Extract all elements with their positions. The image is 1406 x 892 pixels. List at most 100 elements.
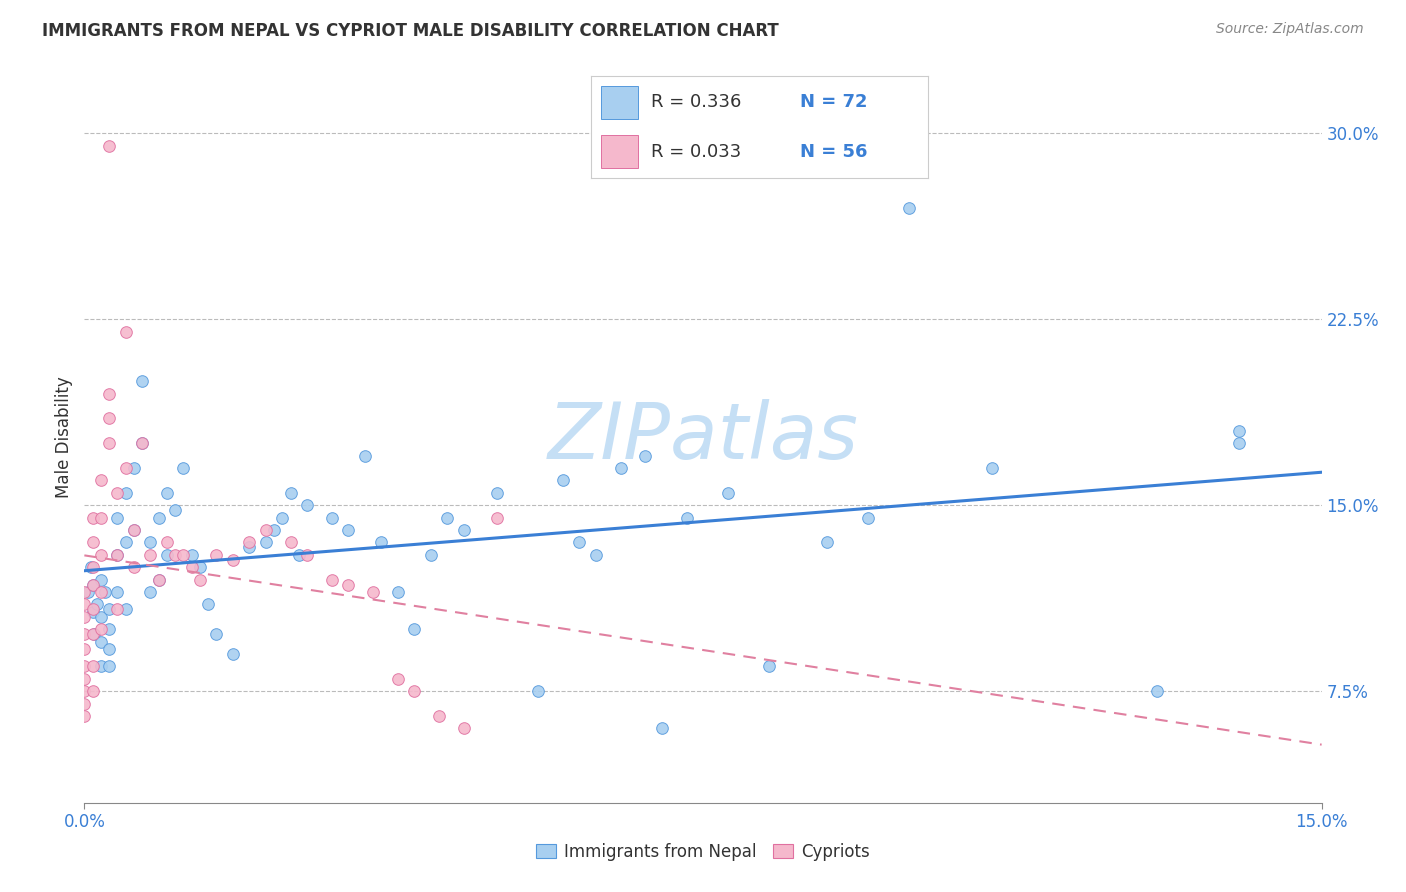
Point xyxy=(94,585,117,599)
Point xyxy=(90,510,112,524)
Point xyxy=(485,510,508,524)
Point xyxy=(280,486,302,500)
Point xyxy=(114,486,136,500)
Point xyxy=(82,510,104,524)
Point xyxy=(82,560,104,574)
Point xyxy=(73,672,96,686)
Point xyxy=(156,486,179,500)
Point xyxy=(82,577,104,591)
Bar xyxy=(600,136,638,168)
Point xyxy=(90,573,112,587)
Point xyxy=(197,598,219,612)
Point xyxy=(90,610,112,624)
Point xyxy=(105,585,128,599)
Point xyxy=(427,709,450,723)
Point xyxy=(122,523,145,537)
Point xyxy=(105,486,128,500)
Point xyxy=(86,598,108,612)
Point xyxy=(156,548,179,562)
Point xyxy=(815,535,838,549)
Point xyxy=(105,548,128,562)
Point xyxy=(114,461,136,475)
Point xyxy=(404,684,426,698)
Point xyxy=(73,610,96,624)
Point xyxy=(90,634,112,648)
Point xyxy=(222,647,245,661)
Point xyxy=(404,622,426,636)
Point xyxy=(98,622,121,636)
Point xyxy=(73,598,96,612)
Point xyxy=(238,535,260,549)
Text: Source: ZipAtlas.com: Source: ZipAtlas.com xyxy=(1216,22,1364,37)
Point xyxy=(675,510,697,524)
Text: R = 0.336: R = 0.336 xyxy=(651,94,741,112)
Y-axis label: Male Disability: Male Disability xyxy=(55,376,73,498)
Point xyxy=(105,548,128,562)
Point xyxy=(387,672,409,686)
Point xyxy=(551,474,574,488)
Point xyxy=(856,510,879,524)
Point xyxy=(114,535,136,549)
Point xyxy=(73,684,96,698)
Point xyxy=(387,585,409,599)
Point xyxy=(148,510,170,524)
Point xyxy=(73,642,96,657)
Point xyxy=(180,560,202,574)
Point xyxy=(165,503,187,517)
Point xyxy=(634,449,657,463)
Point xyxy=(370,535,392,549)
Point xyxy=(73,627,96,641)
Point xyxy=(288,548,311,562)
Point xyxy=(485,486,508,500)
Point xyxy=(122,523,145,537)
Point xyxy=(148,573,170,587)
Point xyxy=(98,411,121,425)
Point xyxy=(105,510,128,524)
Point xyxy=(82,627,104,641)
Point xyxy=(295,498,318,512)
Point xyxy=(717,486,740,500)
Point xyxy=(436,510,458,524)
Point xyxy=(98,642,121,657)
Point xyxy=(82,602,104,616)
Point xyxy=(73,585,96,599)
Point xyxy=(105,602,128,616)
Point xyxy=(527,684,550,698)
Point xyxy=(651,722,673,736)
Point xyxy=(114,602,136,616)
Point xyxy=(98,386,121,401)
Point xyxy=(188,573,211,587)
Point xyxy=(568,535,591,549)
Point xyxy=(609,461,631,475)
Point xyxy=(188,560,211,574)
Point xyxy=(238,541,260,555)
Point xyxy=(82,659,104,673)
Point xyxy=(453,722,475,736)
Point xyxy=(83,627,105,641)
Point xyxy=(73,709,96,723)
Point xyxy=(263,523,285,537)
Point xyxy=(131,374,153,388)
Point xyxy=(90,659,112,673)
Point xyxy=(77,585,100,599)
Point xyxy=(361,585,384,599)
Point xyxy=(98,602,121,616)
Text: N = 72: N = 72 xyxy=(800,94,868,112)
Point xyxy=(172,461,194,475)
Text: N = 56: N = 56 xyxy=(800,143,868,161)
Point xyxy=(205,627,228,641)
Point xyxy=(453,523,475,537)
Point xyxy=(122,560,145,574)
Point xyxy=(337,577,360,591)
Point xyxy=(585,548,607,562)
Point xyxy=(131,436,153,450)
Point xyxy=(148,573,170,587)
Point xyxy=(90,548,112,562)
Point xyxy=(295,548,318,562)
Point xyxy=(73,697,96,711)
Point xyxy=(980,461,1002,475)
Text: ZIPatlas: ZIPatlas xyxy=(547,399,859,475)
Point xyxy=(1227,436,1250,450)
Point xyxy=(139,585,162,599)
Point xyxy=(419,548,441,562)
